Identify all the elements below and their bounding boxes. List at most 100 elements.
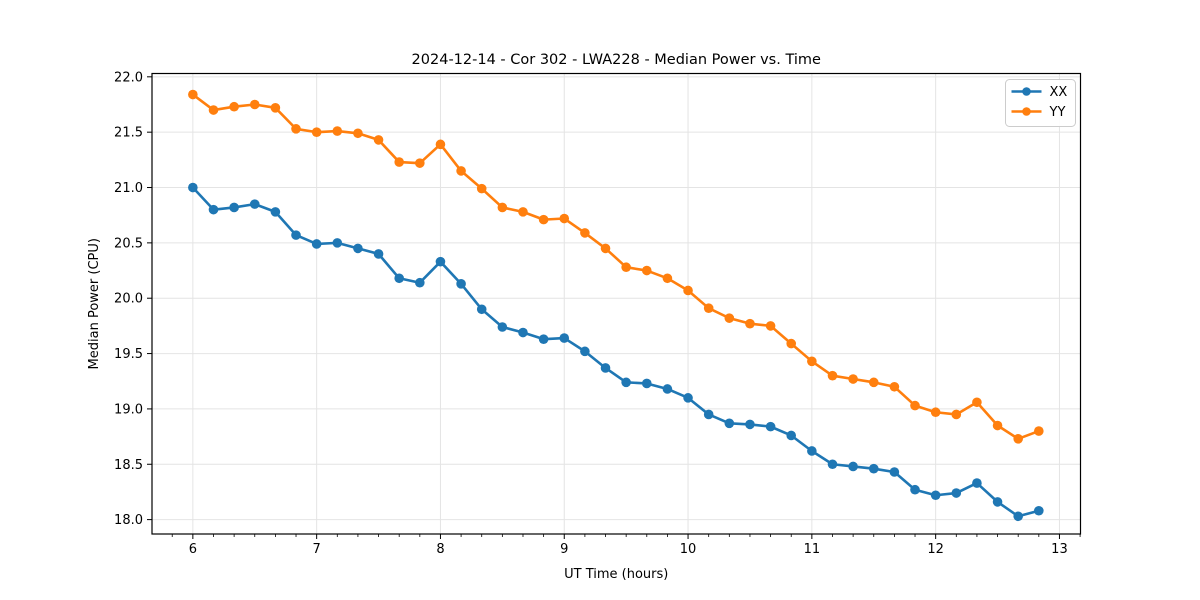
data-point-yy [518, 207, 528, 217]
x-axis-label: UT Time (hours) [564, 567, 668, 582]
x-tick-label: 9 [560, 542, 568, 557]
data-point-yy [1034, 426, 1044, 436]
data-point-xx [889, 467, 900, 477]
x-tick-label: 11 [804, 542, 821, 557]
data-point-xx [724, 418, 735, 429]
x-tick-label: 10 [680, 542, 697, 557]
data-point-yy [208, 105, 219, 115]
data-point-xx [353, 243, 363, 254]
data-point-yy [930, 407, 941, 418]
data-point-xx [951, 488, 962, 498]
data-point-xx [580, 346, 590, 357]
data-point-xx [600, 363, 611, 373]
data-point-xx [415, 277, 425, 288]
data-point-yy [868, 377, 879, 388]
legend-marker-yy [1022, 107, 1031, 116]
data-point-yy [992, 420, 1003, 431]
data-point-xx [848, 461, 858, 472]
data-point-xx [1013, 511, 1023, 522]
data-point-yy [683, 285, 693, 296]
data-point-yy [229, 101, 239, 112]
legend: XX YY [1005, 79, 1076, 127]
data-point-yy [910, 400, 920, 411]
y-axis-label: Median Power (CPU) [87, 238, 102, 369]
plot-frame [151, 72, 1082, 535]
data-point-xx [476, 304, 487, 315]
data-point-yy [724, 313, 735, 323]
data-point-yy [435, 139, 446, 150]
data-point-xx [786, 430, 797, 441]
x-tick-label: 13 [1051, 542, 1068, 557]
data-point-yy [497, 202, 508, 213]
y-tick-label: 20.0 [114, 292, 143, 307]
y-tick-label: 20.5 [114, 236, 143, 251]
data-point-yy [600, 243, 611, 254]
data-point-xx [972, 478, 982, 488]
data-point-yy [972, 397, 982, 408]
series-line-yy [191, 93, 1041, 441]
data-point-xx [373, 249, 384, 259]
y-tick-label: 18.0 [114, 513, 143, 528]
data-point-xx [311, 239, 322, 249]
x-tick-label: 7 [313, 542, 321, 557]
x-tick-label: 8 [436, 542, 444, 557]
data-point-yy [311, 127, 322, 137]
data-point-xx [745, 419, 755, 430]
legend-label-yy: YY [1049, 105, 1066, 120]
data-point-xx [394, 273, 404, 284]
data-point-yy [765, 321, 776, 331]
legend-label-xx: XX [1050, 85, 1068, 100]
data-point-yy [951, 409, 962, 420]
y-tick-label: 19.0 [114, 402, 143, 417]
data-point-xx [910, 484, 920, 495]
data-point-xx [703, 409, 714, 420]
y-tick-label: 21.5 [114, 126, 143, 141]
data-point-xx [868, 463, 879, 474]
data-point-xx [188, 182, 198, 193]
data-point-yy [786, 338, 797, 349]
data-point-xx [435, 256, 446, 267]
legend-marker-xx [1022, 87, 1031, 96]
data-point-yy [580, 228, 590, 238]
data-point-yy [476, 183, 487, 194]
data-point-yy [641, 265, 652, 276]
data-point-xx [249, 199, 260, 209]
data-point-xx [332, 238, 343, 248]
data-point-yy [559, 213, 570, 224]
data-point-yy [394, 157, 404, 167]
data-point-xx [559, 333, 570, 343]
data-point-xx [229, 202, 239, 213]
data-point-xx [930, 490, 941, 501]
data-point-yy [662, 273, 673, 284]
data-point-yy [807, 356, 817, 367]
data-point-xx [270, 207, 281, 217]
y-tick-label: 22.0 [114, 70, 143, 85]
axis-ticks: 6 7 8 9 10 11 12 13 18.0 18.5 19.0 19.5 20.0 20.5 21.0… [114, 70, 1081, 557]
data-point-yy [270, 103, 281, 113]
data-point-xx [662, 384, 673, 394]
y-tick-label: 21.0 [114, 181, 143, 196]
data-point-xx [456, 279, 466, 289]
chart-title: 2024-12-14 - Cor 302 - LWA228 - Median P… [412, 52, 821, 68]
data-point-yy [291, 124, 301, 134]
data-point-xx [827, 459, 838, 470]
data-point-xx [518, 327, 528, 338]
data-point-yy [703, 303, 714, 313]
data-point-xx [641, 378, 652, 389]
data-point-xx [538, 334, 549, 344]
data-point-yy [332, 126, 343, 136]
series-line-xx [191, 186, 1041, 518]
x-tick-label: 6 [189, 542, 197, 557]
data-point-yy [456, 166, 466, 176]
data-point-yy [621, 262, 631, 273]
data-point-yy [188, 89, 198, 100]
data-point-yy [415, 158, 425, 168]
data-point-xx [621, 377, 631, 388]
data-point-yy [889, 381, 900, 392]
data-point-xx [992, 497, 1003, 507]
data-point-xx [1034, 505, 1044, 516]
data-point-yy [827, 370, 838, 381]
data-point-xx [765, 421, 776, 432]
